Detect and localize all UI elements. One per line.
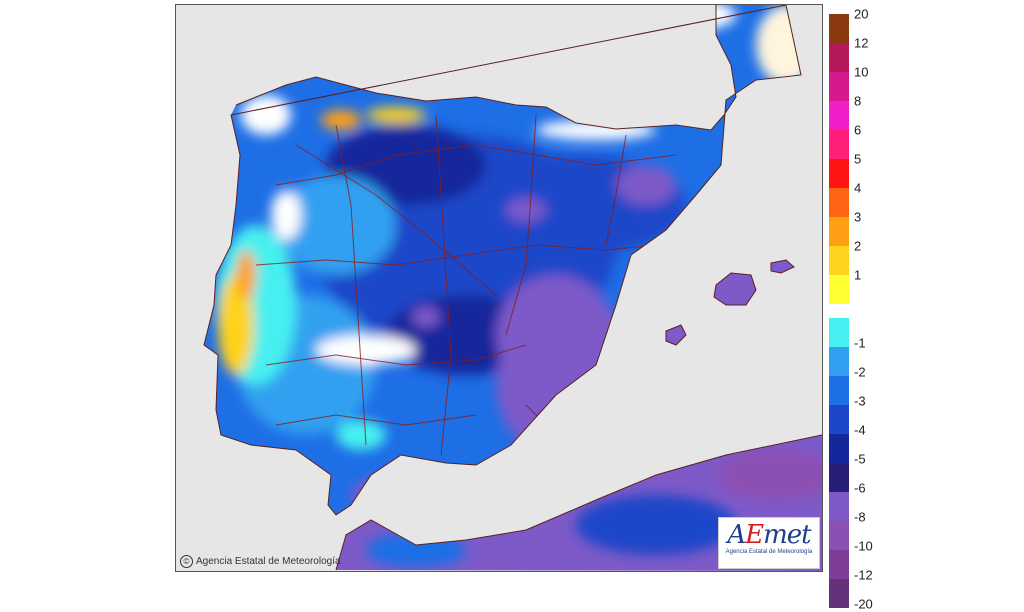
legend-swatch-negative-6	[829, 492, 849, 521]
legend-label-positive-6: 4	[854, 180, 862, 196]
legend-neutral-band	[829, 304, 849, 318]
legend-swatch-negative-1	[829, 347, 849, 376]
legend-swatch-negative-0	[829, 318, 849, 347]
legend-label-negative-5: -6	[854, 480, 866, 496]
logo-wordmark: AEmet	[727, 520, 811, 550]
legend-swatch-positive-8	[829, 246, 849, 275]
legend-swatch-negative-4	[829, 434, 849, 463]
legend-label-negative-3: -4	[854, 422, 866, 438]
legend-label-negative-2: -3	[854, 393, 866, 409]
legend-swatch-positive-9	[829, 275, 849, 304]
legend-label-positive-1: 12	[854, 35, 869, 51]
legend-label-negative-0: -1	[854, 335, 866, 351]
legend-swatch-positive-3	[829, 101, 849, 130]
legend-label-positive-9: 1	[854, 267, 862, 283]
copyright-notice: © Agencia Estatal de Meteorología	[180, 555, 341, 568]
legend-label-negative-6: -8	[854, 509, 866, 525]
legend-swatch-negative-9	[829, 579, 849, 608]
copyright-icon: ©	[180, 555, 193, 568]
legend-label-negative-9: -20	[854, 596, 873, 612]
legend-swatch-negative-5	[829, 463, 849, 492]
legend-swatch-positive-4	[829, 130, 849, 159]
legend-label-positive-7: 3	[854, 209, 862, 225]
legend-label-negative-1: -2	[854, 364, 866, 380]
legend-swatch-negative-2	[829, 376, 849, 405]
legend-swatch-negative-3	[829, 405, 849, 434]
legend-swatch-positive-7	[829, 217, 849, 246]
legend-swatch-positive-6	[829, 188, 849, 217]
aemet-logo: AEmet Agencia Estatal de Meteorología	[718, 517, 820, 569]
logo-subtitle: Agencia Estatal de Meteorología	[725, 549, 813, 555]
color-legend: 20 12 10 8 6 5 4 3 2 1 -1 -2 -3 -4 -5 -6 -8 -10 -12 -20	[829, 7, 879, 612]
legend-label-negative-4: -5	[854, 451, 866, 467]
legend-swatch-positive-1	[829, 43, 849, 72]
legend-label-negative-8: -12	[854, 567, 873, 583]
legend-swatch-negative-7	[829, 521, 849, 550]
legend-swatch-negative-8	[829, 550, 849, 579]
temperature-anomaly-map: © Agencia Estatal de Meteorología AEmet …	[175, 4, 823, 572]
balearic-islands	[665, 259, 795, 346]
legend-label-positive-5: 5	[854, 151, 862, 167]
legend-label-positive-3: 8	[854, 93, 862, 109]
legend-label-positive-8: 2	[854, 238, 862, 254]
map-canvas	[203, 5, 822, 571]
legend-label-positive-0: 20	[854, 6, 869, 22]
legend-label-negative-7: -10	[854, 538, 873, 554]
legend-label-positive-4: 6	[854, 122, 862, 138]
legend-swatch-positive-2	[829, 72, 849, 101]
legend-swatch-positive-0	[829, 14, 849, 43]
legend-label-positive-2: 10	[854, 64, 869, 80]
legend-swatch-positive-5	[829, 159, 849, 188]
copyright-text: Agencia Estatal de Meteorología	[196, 556, 341, 567]
